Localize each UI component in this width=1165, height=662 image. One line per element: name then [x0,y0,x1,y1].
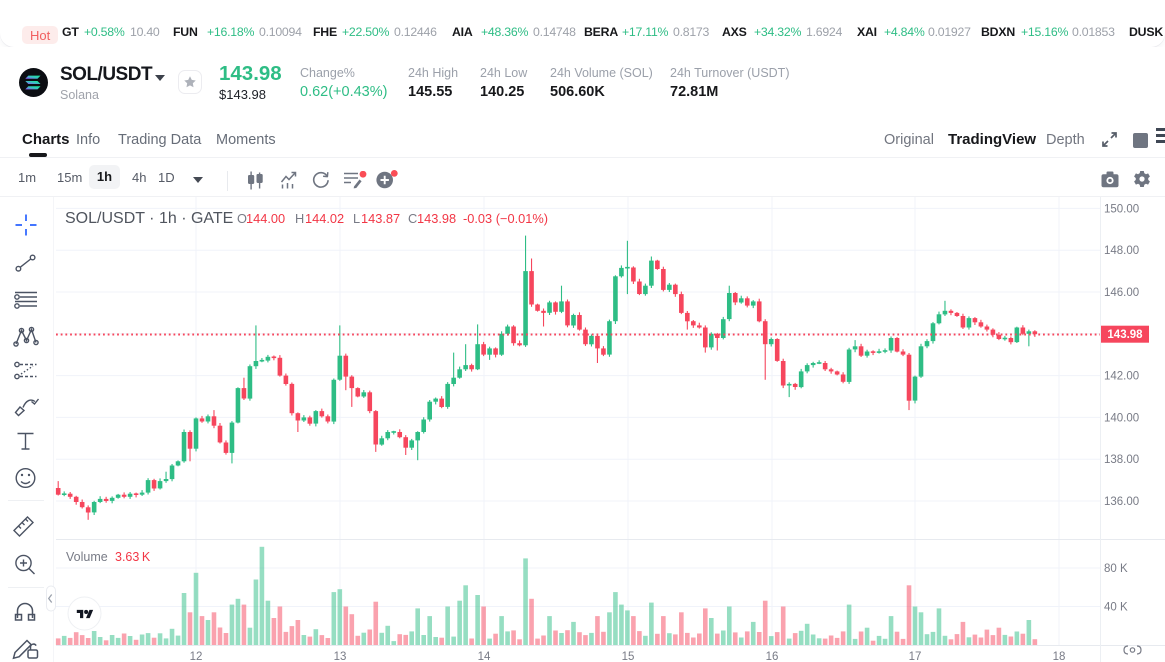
svg-text:C: C [408,211,417,226]
svg-text:143.98: 143.98 [1107,329,1143,341]
svg-text:14: 14 [478,651,491,662]
svg-text:143.87: 143.87 [361,211,400,226]
svg-text:80 K: 80 K [1104,563,1128,575]
svg-text:3.63 K: 3.63 K [115,550,151,564]
svg-text:148.00: 148.00 [1104,245,1139,257]
svg-text:Volume: Volume [66,550,108,564]
svg-text:12: 12 [190,651,203,662]
svg-text:142.00: 142.00 [1104,371,1139,383]
svg-text:144.02: 144.02 [305,211,344,226]
svg-text:40 K: 40 K [1104,602,1128,614]
svg-text:SOL/USDT · 1h · GATE: SOL/USDT · 1h · GATE [65,210,233,227]
svg-text:16: 16 [766,651,779,662]
svg-text:150.00: 150.00 [1104,203,1139,215]
svg-text:15: 15 [622,651,635,662]
svg-text:138.00: 138.00 [1104,454,1139,466]
svg-text:H: H [295,211,304,226]
svg-text:-0.03 (−0.01%): -0.03 (−0.01%) [463,211,548,226]
svg-text:136.00: 136.00 [1104,496,1139,508]
svg-text:144.00: 144.00 [246,211,285,226]
svg-text:13: 13 [334,651,347,662]
svg-text:L: L [353,211,360,226]
svg-text:143.98: 143.98 [417,211,456,226]
svg-text:140.00: 140.00 [1104,412,1139,424]
svg-text:O: O [237,211,247,226]
svg-text:17: 17 [909,651,922,662]
svg-text:18: 18 [1053,651,1066,662]
svg-text:146.00: 146.00 [1104,287,1139,299]
